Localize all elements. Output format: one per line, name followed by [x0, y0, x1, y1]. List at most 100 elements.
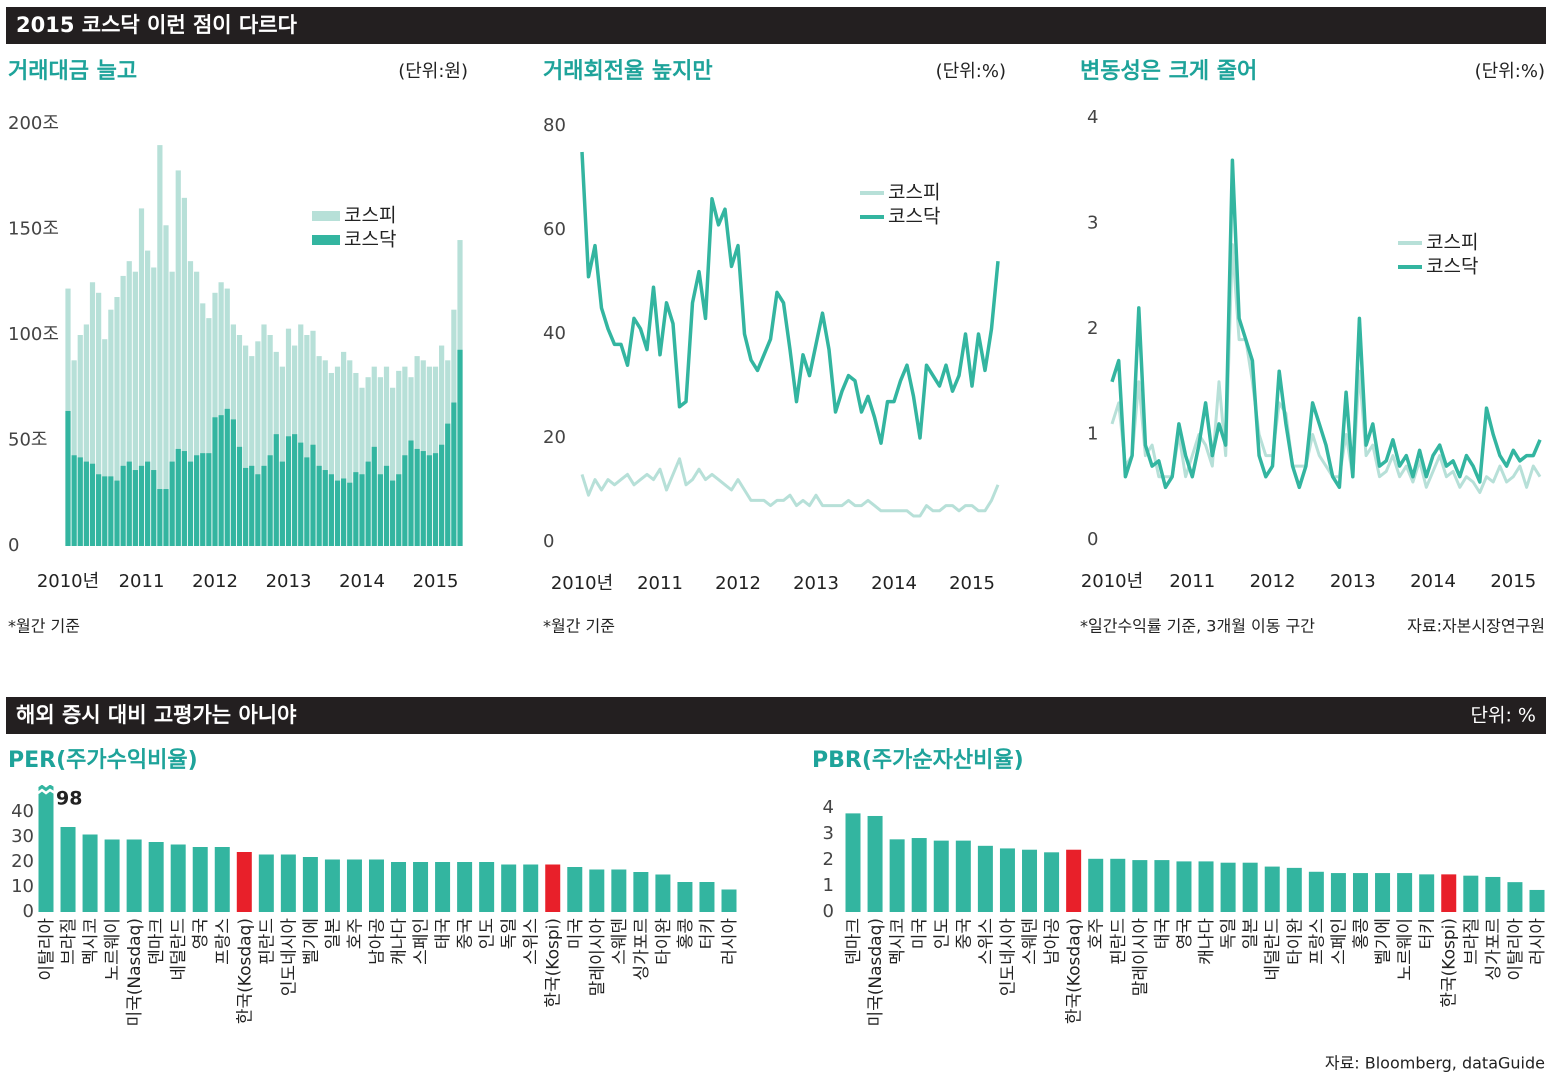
- legend-swatch: [312, 211, 340, 221]
- bar: [1352, 873, 1368, 912]
- bar: [267, 455, 273, 546]
- x-tick-label: 한국(Kospi): [544, 918, 564, 1008]
- x-tick-label: 싱가포르: [1484, 918, 1504, 981]
- bar: [414, 448, 420, 546]
- bar: [347, 360, 353, 546]
- bar: [169, 461, 175, 546]
- x-tick-label: 터키: [698, 918, 718, 949]
- x-tick-label: 2012: [1250, 571, 1296, 592]
- section-title: 해외 증시 대비 고평가는 아니야: [16, 703, 297, 727]
- y-tick-label: 10: [11, 876, 34, 897]
- bar: [413, 862, 429, 912]
- x-tick-label: 미국: [566, 918, 586, 949]
- x-tick-label: 태국: [1153, 918, 1173, 949]
- x-tick-label: 독일: [500, 918, 520, 949]
- bar: [181, 451, 187, 546]
- bar: [1088, 858, 1104, 912]
- bar: [402, 455, 408, 546]
- bar: [82, 834, 98, 912]
- bar: [292, 434, 298, 546]
- x-tick-label: 2012: [715, 573, 761, 594]
- bar: [192, 847, 208, 912]
- bar: [359, 474, 365, 546]
- bar: [334, 480, 341, 546]
- bar: [194, 271, 200, 546]
- x-tick-label: 벨기에: [301, 918, 321, 965]
- bar: [214, 847, 230, 912]
- bar: [285, 436, 292, 546]
- bar: [457, 862, 473, 912]
- note: *일간수익률 기준, 3개월 이동 구간: [1080, 617, 1315, 636]
- x-tick-label: 네덜란드: [1263, 918, 1283, 981]
- x-tick-label: 호주: [345, 918, 365, 949]
- y-tick-label: 0: [23, 901, 34, 922]
- y-tick-label: 40: [543, 323, 566, 344]
- y-tick-label: 30: [11, 826, 34, 847]
- bar: [346, 859, 362, 912]
- x-tick-label: 프랑스: [213, 918, 233, 965]
- bar: [353, 372, 359, 546]
- bar: [457, 349, 463, 546]
- x-tick-label: 인도네시아: [998, 918, 1018, 997]
- bar: [138, 465, 145, 546]
- x-tick-label: 미국(Nasdaq): [866, 918, 886, 1027]
- legend-label: 코스닥: [344, 229, 396, 251]
- bar: [390, 480, 396, 546]
- x-tick-label: 2013: [266, 571, 312, 592]
- bar: [426, 455, 432, 546]
- marks: 거래대금 늘고 (단위:원) *월간 기준 0 50조 100조 150조 200조 2010년…: [8, 59, 1548, 1027]
- x-tick-label: 영국: [1175, 918, 1195, 949]
- bar: [341, 351, 347, 546]
- legend-label: 코스피: [344, 205, 396, 227]
- bar: [633, 872, 649, 912]
- bar: [126, 261, 132, 546]
- x-tick-label: 핀란드: [1109, 918, 1129, 965]
- x-tick-label: 말레이시아: [588, 918, 608, 997]
- x-tick-label: 싱가포르: [632, 918, 652, 981]
- legend-label: 코스닥: [888, 206, 940, 228]
- bar: [243, 345, 249, 546]
- bar: [255, 474, 261, 546]
- x-tick-label: 스위스: [976, 918, 996, 965]
- chart-title: PBR(주가순자산비율): [812, 748, 1024, 773]
- bar: [1507, 882, 1523, 912]
- bar: [187, 261, 194, 546]
- bar: [1110, 858, 1126, 912]
- x-tick-label: 2010년: [551, 573, 613, 594]
- bar: [396, 370, 402, 546]
- bar: [867, 815, 883, 912]
- bar: [77, 457, 83, 546]
- bar: [114, 480, 120, 546]
- bar: [236, 446, 243, 546]
- x-tick-label: 이탈리아: [1506, 918, 1526, 981]
- x-tick-label: 2010년: [37, 571, 99, 592]
- bar: [194, 455, 200, 546]
- bar: [420, 451, 426, 546]
- y-tick-label: 4: [1087, 107, 1098, 128]
- bar: [1154, 860, 1170, 912]
- bar: [212, 417, 218, 546]
- x-tick-label: 덴마크: [147, 918, 167, 965]
- bar: [71, 360, 77, 546]
- y-tick-label: 40: [11, 801, 34, 822]
- bar: [589, 869, 605, 912]
- bar: [267, 335, 273, 546]
- bar: [200, 453, 206, 546]
- bar: [65, 410, 71, 546]
- bar: [145, 250, 151, 546]
- bar: [249, 465, 255, 546]
- bar: [200, 303, 206, 546]
- bar: [721, 889, 737, 912]
- x-tick-label: 타이완: [1285, 918, 1305, 965]
- bar: [261, 465, 267, 546]
- bar: [310, 330, 316, 546]
- bar: [298, 324, 304, 546]
- x-tick-label: 2014: [1410, 571, 1456, 592]
- x-tick-label: 독일: [1219, 918, 1239, 949]
- bar: [955, 840, 971, 912]
- x-tick-label: 터키: [1418, 918, 1438, 949]
- x-tick-label: 미국(Nasdaq): [125, 918, 145, 1027]
- bar: [655, 874, 671, 912]
- y-tick-label: 20: [543, 427, 566, 448]
- bar: [279, 366, 285, 546]
